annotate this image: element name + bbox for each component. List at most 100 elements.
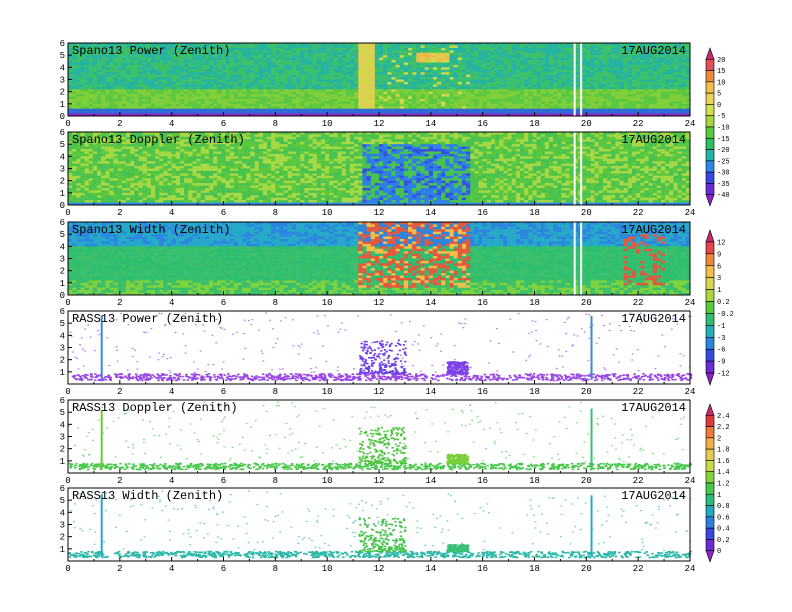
heatmap-cell xyxy=(271,89,276,92)
heatmap-cell xyxy=(486,74,492,78)
heatmap-cell xyxy=(615,103,620,107)
heatmap-cell xyxy=(117,45,123,49)
heatmap-cell xyxy=(374,77,380,80)
heatmap-cell xyxy=(88,86,94,90)
heatmap-cell xyxy=(254,67,260,71)
heatmap-cell xyxy=(490,96,496,100)
heatmap-cell xyxy=(188,74,193,78)
heatmap-cell xyxy=(582,47,587,51)
heatmap-cell xyxy=(557,94,562,97)
heatmap-cell xyxy=(109,84,114,88)
heatmap-cell xyxy=(84,190,90,194)
heatmap-cell xyxy=(88,91,94,95)
heatmap-cell xyxy=(333,57,338,61)
heatmap-cell xyxy=(565,64,571,68)
heatmap-cell xyxy=(88,149,94,152)
heatmap-cell xyxy=(113,108,119,112)
heatmap-cell xyxy=(669,94,674,97)
heatmap-cell xyxy=(594,69,600,73)
heatmap-cell xyxy=(72,187,77,191)
heatmap-cell xyxy=(370,52,376,56)
heatmap-cell xyxy=(72,94,77,97)
heatmap-cell xyxy=(138,86,143,90)
heatmap-cell xyxy=(549,67,554,71)
heatmap-cell xyxy=(159,50,164,54)
heatmap-cell xyxy=(188,81,193,85)
heatmap-cell xyxy=(623,91,629,95)
heatmap-cell xyxy=(113,180,119,184)
heatmap-cell xyxy=(557,47,562,51)
heatmap-cell xyxy=(279,81,284,85)
heatmap-cell xyxy=(540,89,546,92)
heatmap-cell xyxy=(329,108,334,112)
heatmap-cell xyxy=(673,108,678,112)
heatmap-cell xyxy=(511,67,517,71)
heatmap-cell xyxy=(258,45,264,49)
heatmap-cell xyxy=(652,77,658,80)
heatmap-cell xyxy=(337,74,342,78)
heatmap-cell xyxy=(130,47,135,51)
heatmap-cell xyxy=(84,170,90,174)
heatmap-cell xyxy=(544,62,550,66)
heatmap-cell xyxy=(453,72,459,75)
heatmap-cell xyxy=(258,67,264,71)
heatmap-cell xyxy=(192,74,197,78)
heatmap-cell xyxy=(146,69,152,73)
heatmap-cell xyxy=(524,84,529,88)
heatmap-cell xyxy=(519,72,525,75)
heatmap-cell xyxy=(320,74,326,78)
heatmap-cell xyxy=(325,77,330,80)
heatmap-cell xyxy=(457,86,463,90)
heatmap-cell xyxy=(275,108,280,112)
heatmap-cell xyxy=(76,57,81,61)
heatmap-cell xyxy=(656,57,662,61)
heatmap-cell xyxy=(267,60,272,63)
heatmap-cell xyxy=(138,52,143,56)
heatmap-cell xyxy=(457,45,463,49)
heatmap-cell xyxy=(109,192,114,196)
heatmap-cell xyxy=(250,106,255,109)
heatmap-cell xyxy=(482,55,488,58)
heatmap-cell xyxy=(97,187,102,191)
heatmap-cell xyxy=(109,149,114,152)
heatmap-cell xyxy=(150,64,156,68)
heatmap-cell xyxy=(204,101,210,105)
heatmap-cell xyxy=(515,69,521,73)
heatmap-cell xyxy=(134,77,139,80)
heatmap-cell xyxy=(495,52,500,56)
heatmap-cell xyxy=(258,91,264,95)
heatmap-cell xyxy=(457,64,463,68)
heatmap-cell xyxy=(437,67,442,71)
heatmap-cell xyxy=(92,84,98,88)
heatmap-cell xyxy=(258,72,264,75)
heatmap-cell xyxy=(594,67,600,71)
heatmap-cell xyxy=(97,47,102,51)
heatmap-cell xyxy=(200,55,206,58)
heatmap-cell xyxy=(590,74,595,78)
heatmap-cell xyxy=(499,47,504,51)
heatmap-cell xyxy=(569,81,575,85)
heatmap-cell xyxy=(142,43,148,46)
heatmap-cell xyxy=(320,47,326,51)
heatmap-cell xyxy=(200,98,206,102)
heatmap-cell xyxy=(109,45,114,49)
heatmap-cell xyxy=(412,96,417,100)
heatmap-cell xyxy=(358,106,363,109)
heatmap-cell xyxy=(408,52,413,56)
heatmap-cell xyxy=(416,60,421,63)
heatmap-cell xyxy=(258,60,264,63)
heatmap-cell xyxy=(519,103,525,107)
heatmap-cell xyxy=(478,81,483,85)
heatmap-cell xyxy=(424,103,430,107)
heatmap-cell xyxy=(553,91,558,95)
heatmap-cell xyxy=(80,187,85,191)
heatmap-cell xyxy=(437,60,442,63)
heatmap-cell xyxy=(208,91,214,95)
heatmap-cell xyxy=(80,178,85,181)
heatmap-cell xyxy=(101,101,106,105)
heatmap-cell xyxy=(482,67,488,71)
heatmap-cell xyxy=(474,101,479,105)
heatmap-cell xyxy=(246,69,251,73)
heatmap-cell xyxy=(246,91,251,95)
heatmap-cell xyxy=(619,89,624,92)
